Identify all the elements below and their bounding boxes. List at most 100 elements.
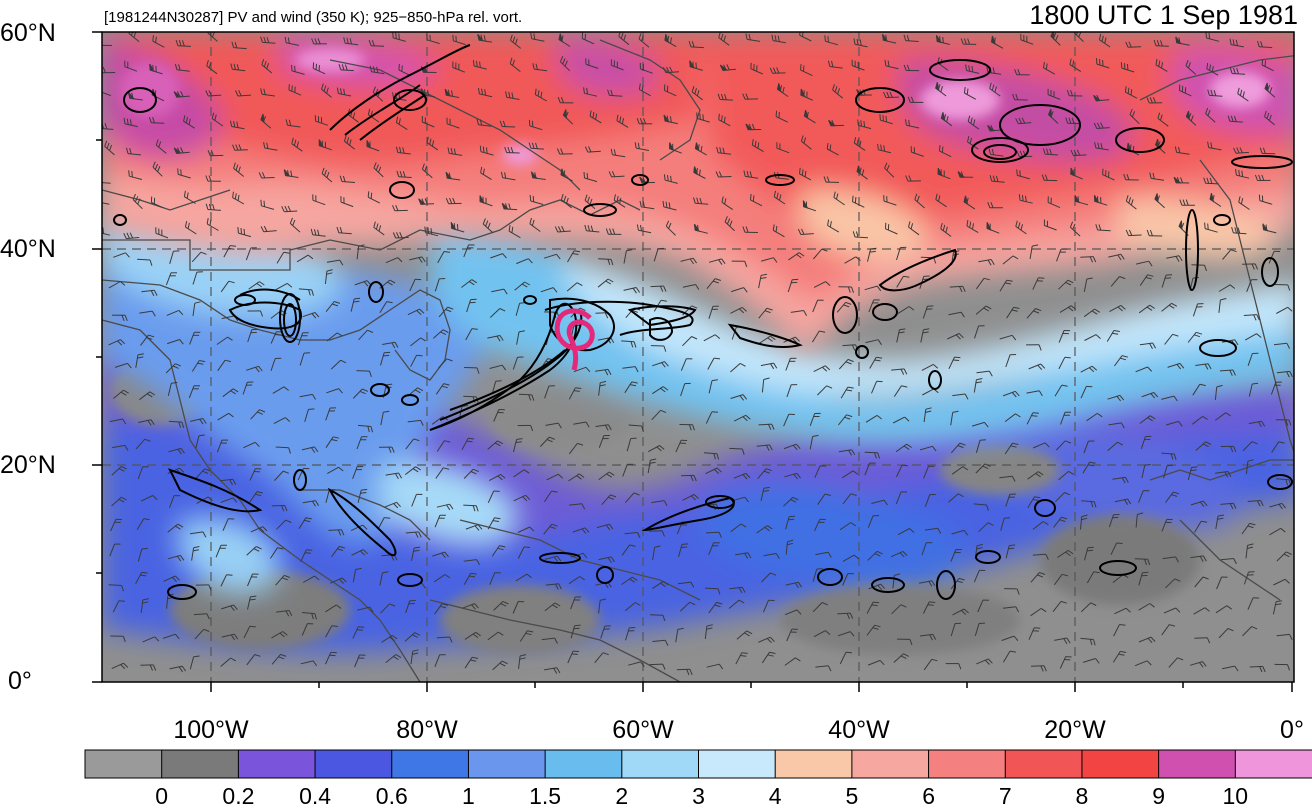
wind-barb xyxy=(1229,120,1243,123)
wind-barb-feather xyxy=(1113,330,1120,332)
wind-barb-feather xyxy=(392,32,394,38)
wind-barb-feather xyxy=(634,142,637,149)
wind-barb-feather xyxy=(118,498,125,503)
wind-barb-feather xyxy=(175,39,179,46)
wind-barb xyxy=(971,421,985,427)
wind-barb-feather xyxy=(140,574,147,577)
wind-barb xyxy=(1218,299,1221,313)
wind-barb-feather xyxy=(1070,305,1077,310)
wind-barb-feather xyxy=(721,115,723,122)
wind-barb-feather xyxy=(605,228,609,235)
wind-barb xyxy=(436,440,445,452)
wind-barb-feather xyxy=(469,575,476,578)
wind-barb xyxy=(1189,661,1203,666)
wind-barb-feather xyxy=(396,232,400,238)
wind-barb xyxy=(950,549,957,562)
wind-barb-feather xyxy=(370,192,373,199)
wind-barb-feather xyxy=(1072,223,1076,230)
wind-barb xyxy=(545,422,559,426)
wind-barb-feather xyxy=(752,195,755,202)
wind-barb xyxy=(852,201,865,208)
wind-barb xyxy=(682,336,692,347)
wind-barb xyxy=(1017,174,1030,180)
wind-barb-feather xyxy=(1045,63,1048,70)
wind-barb-feather xyxy=(389,636,395,642)
colorbar-label: 9 xyxy=(1152,783,1165,809)
wind-barb-feather xyxy=(688,40,692,48)
wind-barb-feather xyxy=(1035,472,1041,478)
wind-barb-feather xyxy=(829,221,832,228)
wind-barb-feather xyxy=(992,175,996,182)
wind-barb xyxy=(108,584,122,586)
wind-barb xyxy=(216,336,228,345)
wind-barb xyxy=(492,660,503,671)
wind-barb xyxy=(854,142,866,151)
wind-barb-feather xyxy=(933,257,937,264)
wind-barb-feather xyxy=(1040,363,1046,369)
wind-barb xyxy=(371,71,385,75)
wind-barb-feather xyxy=(1128,229,1133,236)
wind-barb-feather xyxy=(560,193,564,200)
wind-barb xyxy=(270,358,276,371)
wind-barb xyxy=(914,199,925,209)
wind-barb-feather xyxy=(824,493,831,496)
wind-barb xyxy=(1161,452,1175,455)
wind-barb xyxy=(708,258,722,263)
wind-barb xyxy=(598,435,605,448)
wind-barb-flag xyxy=(1050,32,1055,41)
wind-barb-feather xyxy=(508,91,511,98)
wind-barb xyxy=(352,388,363,399)
wind-barb xyxy=(373,167,384,178)
wind-barb-feather xyxy=(584,194,588,201)
wind-barb xyxy=(237,94,252,97)
wind-barb xyxy=(167,383,172,397)
wind-barb-feather xyxy=(1144,464,1151,466)
wind-barb-feather xyxy=(346,137,350,144)
wind-barb-feather xyxy=(399,232,403,238)
wind-barb xyxy=(247,573,253,587)
wind-barb-feather xyxy=(424,226,426,233)
wind-barb-feather xyxy=(441,552,446,559)
wind-barb-feather xyxy=(827,665,832,672)
wind-barb xyxy=(220,280,230,293)
wind-barb-feather xyxy=(590,225,594,232)
wind-barb-feather xyxy=(745,414,751,420)
wind-barb-feather xyxy=(690,581,695,588)
pv-field xyxy=(102,32,1294,682)
wind-barb xyxy=(1030,665,1045,667)
wind-barb-flag xyxy=(991,35,996,45)
colorbar-label: 1.5 xyxy=(529,783,562,809)
wind-barb xyxy=(461,279,473,288)
wind-barb-feather xyxy=(578,473,585,478)
wind-barb xyxy=(426,142,439,151)
wind-barb-feather xyxy=(355,567,362,570)
colorbar-swatch xyxy=(544,749,623,779)
wind-barb-feather xyxy=(903,275,910,278)
wind-barb xyxy=(624,492,635,504)
wind-barb xyxy=(568,576,581,585)
wind-barb-feather xyxy=(414,546,421,549)
wind-barb-feather xyxy=(555,583,559,590)
wind-barb xyxy=(921,363,934,371)
wind-barb xyxy=(705,411,713,424)
wind-barb-feather xyxy=(1172,333,1179,337)
wind-barb xyxy=(385,472,399,476)
wind-barb xyxy=(544,667,557,671)
wind-barb xyxy=(1047,201,1061,209)
wind-barb xyxy=(379,301,388,313)
wind-barb-feather xyxy=(1259,147,1263,154)
wind-barb xyxy=(891,604,902,615)
wind-barb xyxy=(730,523,742,533)
wind-barb xyxy=(1269,527,1281,536)
wind-barb xyxy=(896,276,904,288)
wind-barb-feather xyxy=(1149,172,1152,179)
wind-barb-feather xyxy=(129,147,132,155)
wind-barb-feather xyxy=(424,198,428,205)
wind-barb-feather xyxy=(880,144,882,151)
wind-barb-feather xyxy=(654,545,661,548)
wind-barb-feather xyxy=(1093,639,1096,646)
wind-barb-feather xyxy=(335,604,342,609)
wind-barb xyxy=(127,153,141,156)
wind-barb-feather xyxy=(1213,89,1217,96)
wind-barb xyxy=(923,466,929,479)
